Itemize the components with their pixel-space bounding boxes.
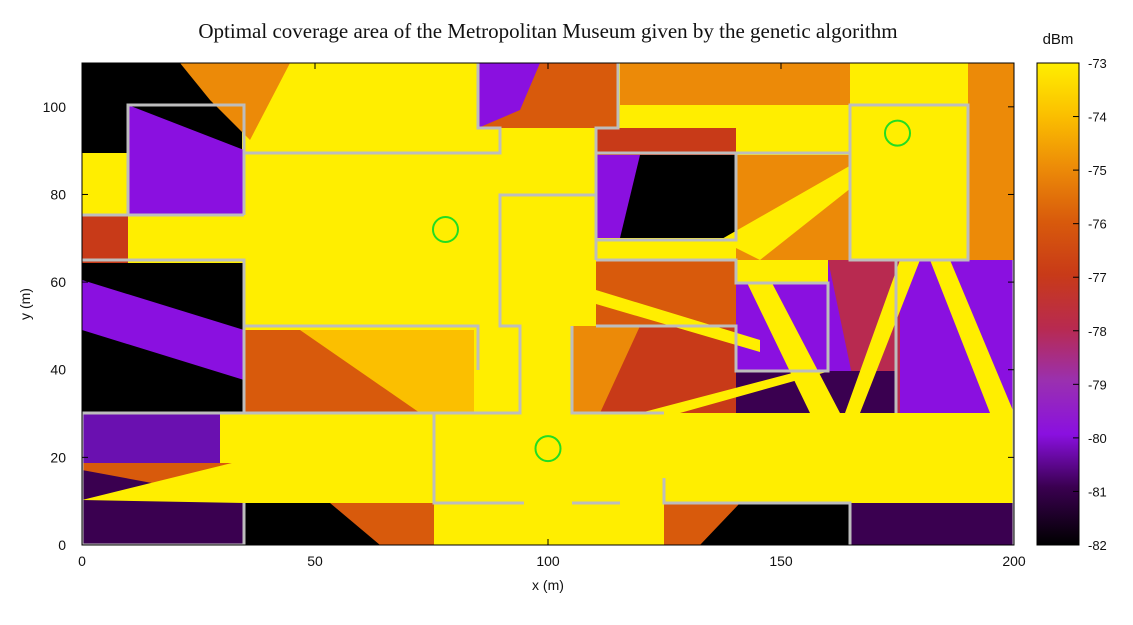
region-bottom-orange-1 xyxy=(330,503,434,545)
region-left-strip xyxy=(82,215,128,263)
colorbar-tick-label: -82 xyxy=(1088,538,1107,553)
y-tick-label: 40 xyxy=(50,362,66,378)
y-tick-label: 80 xyxy=(50,186,66,202)
x-tick-label: 50 xyxy=(307,553,323,569)
region-left-mid-purple xyxy=(82,280,244,380)
x-axis-ticks: 0 50 100 150 200 xyxy=(78,63,1026,569)
region-center-right-orange xyxy=(596,128,736,155)
y-tick-label: 100 xyxy=(43,99,67,115)
region-top-left-orange xyxy=(180,63,290,140)
x-tick-label: 100 xyxy=(536,553,560,569)
region-bottom-right-dark xyxy=(850,503,1014,545)
colorbar-tick-label: -73 xyxy=(1088,56,1107,71)
y-tick-label: 0 xyxy=(58,537,66,553)
museum-walls xyxy=(82,63,1014,545)
y-tick-label: 20 xyxy=(50,449,66,465)
colorbar-tick-label: -79 xyxy=(1088,377,1107,392)
region-center-room-lower-yellow xyxy=(572,326,640,413)
y-tick-label: 60 xyxy=(50,274,66,290)
access-point-marker xyxy=(431,216,459,244)
region-bottom-orange-2 xyxy=(664,503,740,545)
x-axis-label: x (m) xyxy=(532,577,564,593)
x-tick-label: 150 xyxy=(769,553,793,569)
colorbar-tick-label: -81 xyxy=(1088,484,1107,499)
colorbar-ticks: -73 -74 -75 -76 -77 -78 -79 -80 -81 -82 xyxy=(1073,56,1107,553)
beam-6 xyxy=(720,160,880,260)
colorbar xyxy=(1036,62,1080,546)
region-right-top-orange xyxy=(620,63,850,105)
beam-5 xyxy=(845,260,920,413)
region-top-center-purple xyxy=(478,63,540,128)
region-top-left-purple xyxy=(128,105,244,215)
region-left-low-purple xyxy=(82,413,220,463)
beam-4 xyxy=(640,371,830,413)
colorbar-tick-label: -74 xyxy=(1088,110,1107,125)
colorbar-label: dBm xyxy=(1043,31,1074,48)
colorbar-tick-label: -80 xyxy=(1088,431,1107,446)
access-points xyxy=(431,119,911,463)
colorbar-tick-label: -78 xyxy=(1088,324,1107,339)
y-axis-ticks: 0 20 40 60 80 100 xyxy=(43,99,1014,553)
y-axis-label: y (m) xyxy=(17,288,33,320)
colorbar-tick-label: -77 xyxy=(1088,270,1107,285)
colorbar-tick-label: -76 xyxy=(1088,217,1107,232)
region-far-right-top xyxy=(968,63,1014,260)
region-mid-room-light xyxy=(300,330,474,413)
access-point-marker xyxy=(884,119,911,147)
x-tick-label: 0 xyxy=(78,553,86,569)
x-tick-label: 200 xyxy=(1002,553,1026,569)
beam-2 xyxy=(930,260,1014,413)
plot-area xyxy=(82,63,1014,545)
region-left-bottom-dark xyxy=(82,470,244,545)
chart-title: Optimal coverage area of the Metropolita… xyxy=(198,19,897,43)
beam-3 xyxy=(596,290,760,352)
region-center-right-purple xyxy=(596,155,640,238)
colorbar-tick-label: -75 xyxy=(1088,163,1107,178)
access-point-marker xyxy=(534,435,562,463)
heatmap-regions xyxy=(82,63,1014,545)
